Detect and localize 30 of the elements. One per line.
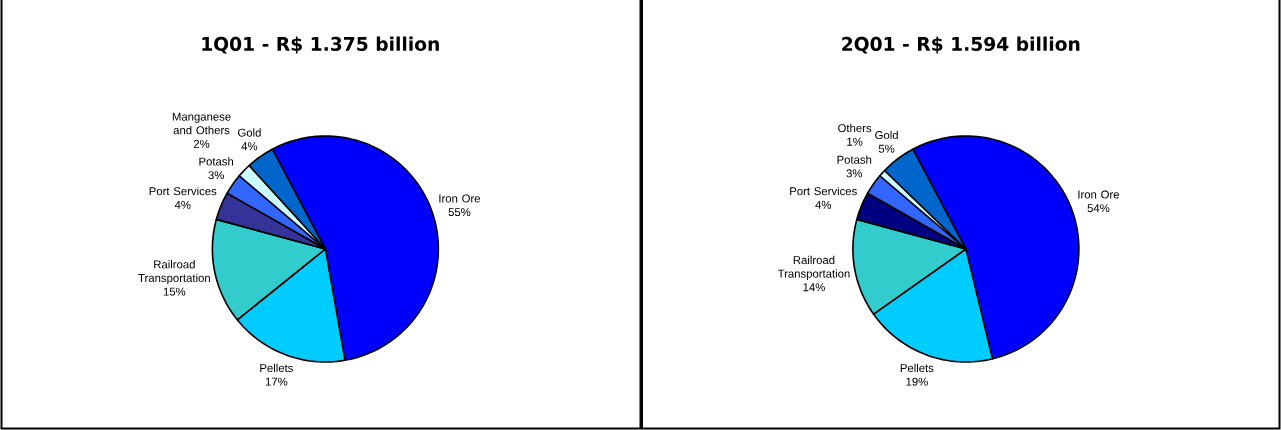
data-label: 4% [241, 142, 258, 151]
data-label: 3% [846, 169, 863, 178]
slice-label: Railroad Transportation [777, 255, 850, 280]
data-label: 4% [815, 200, 832, 209]
data-label: 54% [1087, 204, 1110, 213]
chart-title: 1Q01 - R$ 1.375 billion [202, 36, 439, 54]
data-label: 3% [208, 171, 224, 180]
data-label: 4% [174, 200, 191, 209]
slice-label: Gold [238, 128, 261, 137]
data-label: 19% [906, 377, 928, 386]
data-label: 1% [847, 137, 863, 146]
data-label: 14% [803, 283, 825, 292]
slice-label: Pellets [260, 363, 293, 373]
data-label: 15% [163, 287, 186, 296]
slice-label: Iron Ore [1078, 190, 1119, 199]
data-label: 2% [193, 139, 210, 148]
data-label: 55% [448, 208, 471, 217]
slice-label: Pellets [900, 363, 934, 373]
data-label: 5% [878, 144, 895, 153]
slice-label: Iron Ore [439, 194, 481, 203]
slice-label: Gold [875, 130, 898, 140]
slice-label: Potash [837, 155, 872, 164]
slice-label: Port Services [790, 186, 857, 196]
slice-label: Port Services [149, 186, 217, 196]
slice-label: Potash [199, 157, 234, 166]
data-label: 17% [265, 377, 288, 386]
slice-label: Railroad Transportation [138, 260, 210, 285]
slice-label: Manganese and Others [172, 112, 231, 135]
slice-label: Others [838, 123, 872, 133]
chart-title: 2Q01 - R$ 1.594 billion [842, 36, 1080, 54]
